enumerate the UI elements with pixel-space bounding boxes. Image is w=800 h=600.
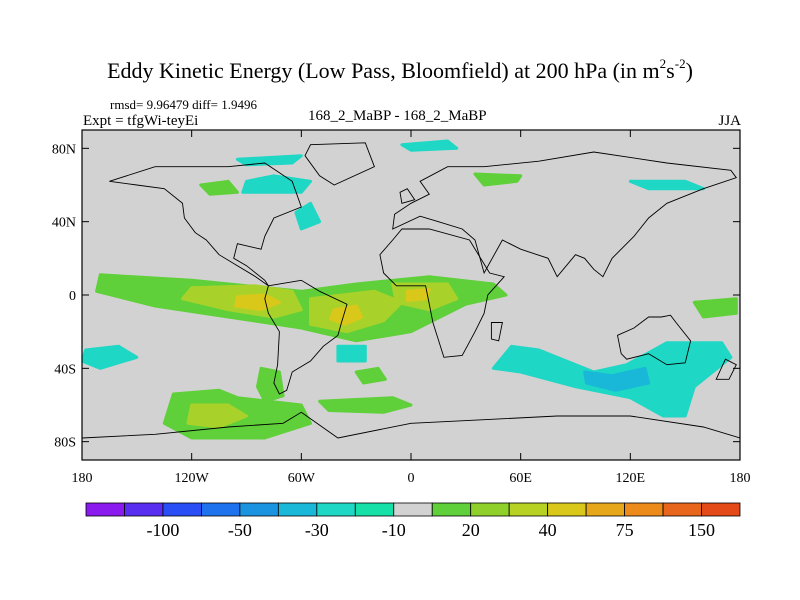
coastline-eurasia xyxy=(392,151,738,278)
colorbar-swatch xyxy=(547,502,587,517)
contour-south-patch-a xyxy=(256,366,285,403)
colorbar-label: -50 xyxy=(228,520,252,540)
colorbar-swatch xyxy=(431,502,472,517)
colorbar-swatch xyxy=(201,502,241,517)
title-superscript-2: -2 xyxy=(674,55,686,71)
coastline-uk xyxy=(399,188,416,204)
colorbar-swatch xyxy=(508,502,549,517)
colorbar-swatch xyxy=(316,502,356,517)
colorbar-swatch xyxy=(662,502,702,517)
contour-tropical-peak-west xyxy=(234,293,281,312)
coastline-south-america xyxy=(264,279,348,395)
x-tick-label: 120W xyxy=(175,471,210,486)
expt-label: Expt = tfgWi-teyEi xyxy=(83,113,199,129)
y-axis: 80N 40N 0 40S 80S xyxy=(52,142,740,451)
colorbar-swatch xyxy=(393,502,433,517)
title-unit-s: s xyxy=(666,58,675,83)
coastline-layer xyxy=(82,142,740,460)
colorbar-swatch xyxy=(239,502,279,517)
contour-southern-core xyxy=(186,403,248,429)
coastline-north-america xyxy=(109,162,302,287)
x-tick-label: 120E xyxy=(616,471,646,486)
x-tick-label: 180 xyxy=(72,471,93,486)
contour-north-negative-c xyxy=(235,154,303,167)
colorbar-swatch xyxy=(701,502,741,517)
contour-north-east-patch xyxy=(473,172,523,187)
colorbar-swatch xyxy=(85,502,125,517)
x-tick-label: 60E xyxy=(509,471,532,486)
x-tick-label: 0 xyxy=(408,471,415,486)
coastline-madagascar xyxy=(490,322,503,342)
colorbar-label: 40 xyxy=(539,520,557,540)
colorbar-swatch xyxy=(354,502,395,517)
contour-tropical-peak-east xyxy=(405,288,431,302)
colorbar-swatch xyxy=(585,502,625,517)
y-tick-label: 80N xyxy=(52,142,76,157)
coastline-africa xyxy=(379,228,506,358)
y-tick-label: 40N xyxy=(52,216,76,231)
title-text: Eddy Kinetic Energy (Low Pass, Bloomfiel… xyxy=(107,58,660,83)
coastline-antarctica xyxy=(82,411,740,460)
colorbar-label: 150 xyxy=(688,520,715,540)
contour-north-negative-d xyxy=(400,139,459,152)
contour-pacific-east-patch xyxy=(692,297,738,319)
season-label: JJA xyxy=(718,113,741,129)
contour-north-negative-g xyxy=(336,344,367,363)
contour-atlantic-north-patch xyxy=(199,179,239,196)
x-tick-label: 180 xyxy=(730,471,751,486)
colorbar-label: -30 xyxy=(305,520,329,540)
colorbar-swatch xyxy=(162,502,202,517)
diff-label: 168_2_MaBP - 168_2_MaBP xyxy=(308,108,487,124)
contour-south-patch-c xyxy=(354,366,387,385)
title-superscript-1: 2 xyxy=(659,55,667,71)
colorbar-label: -100 xyxy=(146,520,179,540)
colorbar: -100 -50 -30 -10 20 40 75 150 xyxy=(85,502,741,540)
contour-north-negative-b xyxy=(294,201,322,231)
coastline-new-zealand xyxy=(715,358,737,380)
contour-layer xyxy=(82,139,738,440)
coastline-australia xyxy=(616,314,692,366)
contour-north-negative-f xyxy=(82,344,139,370)
x-tick-label: 60W xyxy=(288,471,316,486)
y-tick-label: 40S xyxy=(54,362,76,377)
coastline-greenland xyxy=(304,142,375,186)
colorbar-label: 20 xyxy=(462,520,480,540)
stats-line: rmsd= 9.96479 diff= 1.9496 xyxy=(110,97,257,112)
y-tick-label: 0 xyxy=(69,289,76,304)
y-tick-label: 80S xyxy=(54,436,76,451)
chart-title: Eddy Kinetic Energy (Low Pass, Bloomfiel… xyxy=(0,55,800,84)
contour-south-patch-b xyxy=(318,396,413,414)
colorbar-label: -10 xyxy=(382,520,406,540)
contour-north-negative-a xyxy=(241,174,312,194)
title-end: ) xyxy=(685,58,693,83)
colorbar-swatch xyxy=(470,502,510,517)
x-axis: 180 120W 60W 0 60E 120E 180 xyxy=(72,130,751,486)
colorbar-label: 75 xyxy=(616,520,634,540)
contour-southern-ocean-negative-core xyxy=(583,366,651,392)
colorbar-swatch xyxy=(277,502,318,517)
contour-tropical-peak-mid xyxy=(329,304,364,326)
colorbar-swatch xyxy=(124,502,164,517)
colorbar-swatch xyxy=(624,502,664,517)
